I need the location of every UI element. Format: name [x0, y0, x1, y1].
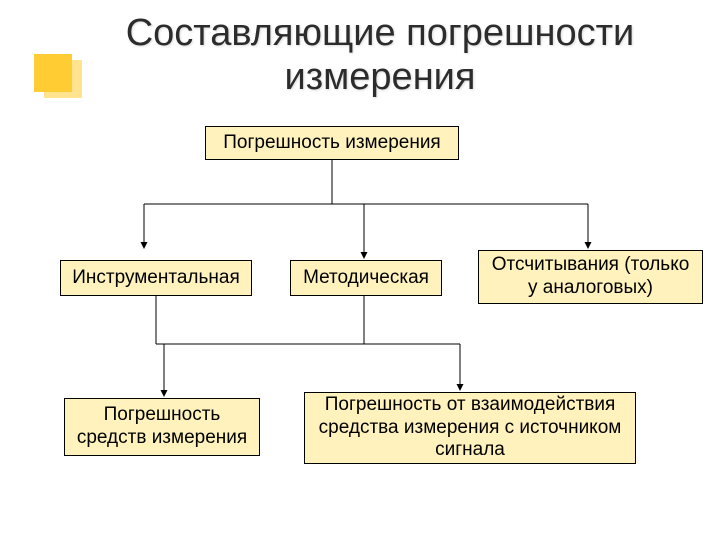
- node-interaction: Погрешность от взаимодействия средства и…: [304, 392, 636, 464]
- node-root: Погрешность измерения: [205, 126, 459, 160]
- slide-title: Составляющие погрешности измерения: [100, 12, 660, 99]
- node-readout: Отсчитывания (только у аналоговых): [478, 250, 703, 304]
- node-instrumental: Инструментальная: [60, 260, 252, 296]
- decor-square-front: [44, 60, 82, 98]
- node-device-err: Погрешность средств измерения: [64, 398, 260, 456]
- node-method: Методическая: [290, 260, 442, 296]
